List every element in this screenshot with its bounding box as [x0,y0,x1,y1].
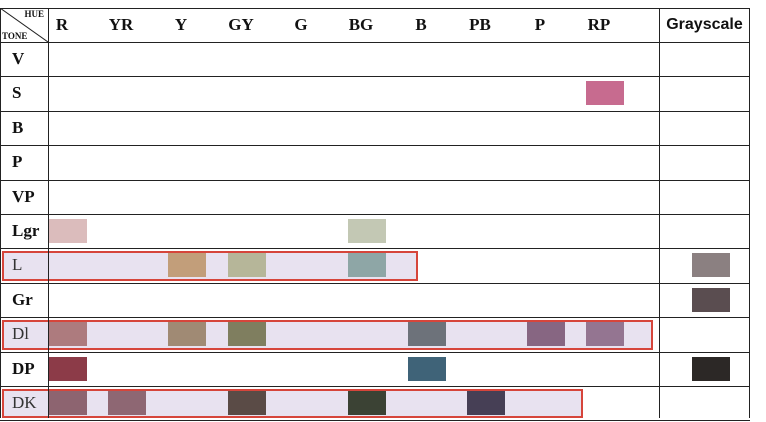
tone-label-s: S [12,83,22,102]
hue-header-r: R [55,15,69,34]
column-divider [48,8,49,418]
hue-header-bg: BG [348,15,374,34]
swatch-dk-bg [348,391,386,415]
row-divider [0,76,750,77]
row-divider [0,386,750,387]
hue-header-b: B [415,15,427,34]
row-divider [0,214,750,215]
swatch-l-grayscale [692,253,730,277]
hue-header-yr: YR [108,15,134,34]
tone-label-l: L [12,255,23,274]
swatch-dk-gy [228,391,266,415]
swatch-lgr-r [49,219,87,243]
swatch-l-bg [348,253,386,277]
row-divider [0,317,750,318]
swatch-dk-yr [108,391,146,415]
swatch-dk-r [49,391,87,415]
row-divider [0,420,750,421]
swatch-dl-r [49,322,87,346]
swatch-dp-b [408,357,446,381]
tone-label-gr: Gr [12,290,33,309]
swatch-dl-rp [586,322,624,346]
row-divider [0,352,750,353]
swatch-l-y [168,253,206,277]
row-divider [0,283,750,284]
tone-label-b: B [12,118,24,137]
hue-header-pb: PB [469,15,491,34]
tone-axis-label: TONE [2,31,28,41]
hue-header-gy: GY [228,15,254,34]
column-divider [659,8,660,418]
row-divider [0,248,750,249]
row-divider [0,8,750,9]
hue-tone-corner-cell: HUE TONE [0,8,48,42]
row-divider [0,180,750,181]
tone-label-dk: DK [12,393,37,412]
hue-header-y: Y [174,15,188,34]
swatch-s-rp [586,81,624,105]
row-divider [0,111,750,112]
swatch-dk-pb [467,391,505,415]
diagonal-divider-icon [0,8,48,42]
swatch-dl-gy [228,322,266,346]
tone-label-vp: VP [12,187,35,206]
swatch-gr-grayscale [692,288,730,312]
swatch-lgr-bg [348,219,386,243]
swatch-dl-b [408,322,446,346]
hue-header-p: P [534,15,546,34]
swatch-l-gy [228,253,266,277]
swatch-dp-grayscale [692,357,730,381]
tone-label-lgr: Lgr [12,221,40,240]
column-divider [749,8,750,418]
tone-label-dp: DP [12,359,35,378]
swatch-dl-p [527,322,565,346]
hue-header-rp: RP [587,15,611,34]
hue-axis-label: HUE [24,9,44,19]
row-divider [0,145,750,146]
swatch-dl-y [168,322,206,346]
tone-label-dl: Dl [12,324,29,343]
hue-header-g: G [294,15,308,34]
swatch-dp-r [49,357,87,381]
grayscale-header: Grayscale [666,16,743,33]
row-divider [0,42,750,43]
column-divider [0,8,1,418]
tone-label-v: V [12,49,25,68]
tone-label-p: P [12,152,23,171]
